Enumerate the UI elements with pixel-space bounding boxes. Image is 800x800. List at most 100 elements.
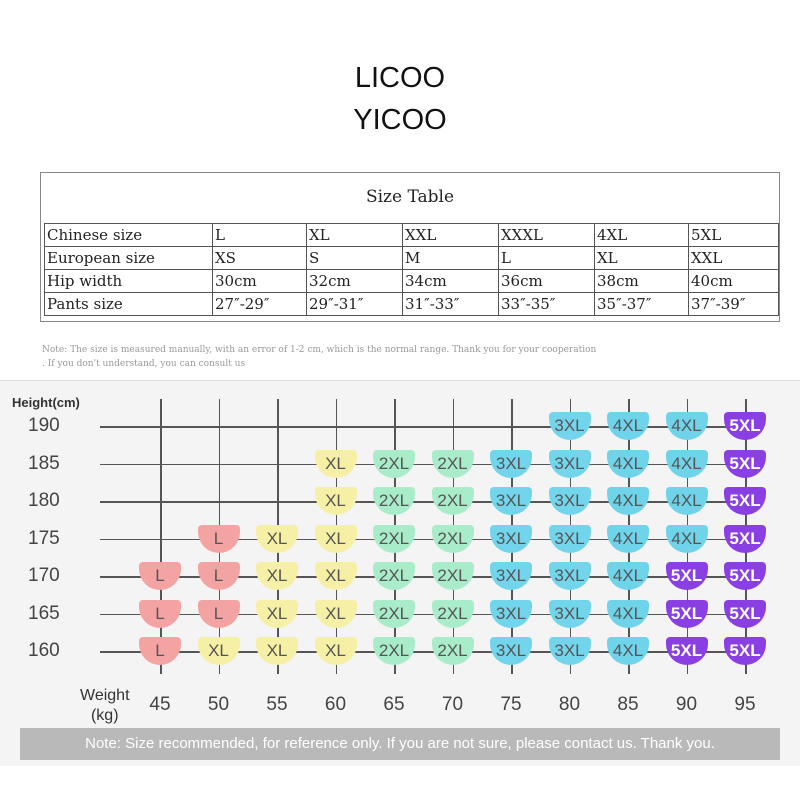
size-badge: XL	[314, 562, 357, 590]
size-badge: 3XL	[548, 487, 591, 515]
height-label: 190	[28, 415, 60, 436]
size-badge: 4XL	[607, 562, 649, 590]
table-cell: XS	[212, 246, 307, 270]
table-cell: 33″-35″	[498, 292, 595, 316]
size-badge: 2XL	[431, 487, 474, 515]
size-badge: 5XL	[724, 599, 766, 628]
table-cell: XXL	[402, 223, 499, 247]
size-badge: 3XL	[490, 637, 532, 665]
size-badge: 4XL	[665, 412, 708, 440]
size-badge: 5XL	[724, 562, 766, 590]
table-cell: Pants size	[44, 292, 213, 316]
size-badge: 5XL	[724, 637, 766, 665]
size-chart: Height(cm) Weight (kg) 190 185 180 175 170 16…	[0, 380, 800, 766]
size-badge: L	[197, 599, 240, 628]
table-cell: M	[402, 246, 499, 270]
size-badge: 2XL	[431, 449, 474, 478]
size-badge: 5XL	[665, 562, 708, 590]
size-badge: 3XL	[548, 524, 591, 553]
size-badge: 5XL	[724, 412, 766, 440]
grid-line	[100, 426, 745, 428]
size-badge: 3XL	[548, 562, 591, 590]
x-axis-label-line: Weight	[80, 687, 130, 704]
size-badge: 2XL	[373, 487, 415, 515]
weight-label: 50	[207, 694, 230, 715]
size-badge: 5XL	[724, 524, 766, 553]
table-cell: 32cm	[306, 269, 403, 293]
size-badge: XL	[314, 599, 357, 628]
size-badge: XL	[314, 487, 357, 515]
weight-label: 45	[149, 694, 171, 715]
size-badge: XL	[314, 449, 357, 478]
note: Note: The size is measured manually, wit…	[42, 345, 597, 355]
size-badge: L	[197, 562, 240, 590]
table-title: Size Table	[365, 187, 455, 207]
size-badge: L	[139, 599, 181, 628]
size-badge: XL	[256, 637, 298, 665]
size-badge: 3XL	[490, 487, 532, 515]
size-badge: 5XL	[665, 599, 708, 628]
x-axis-label: Weight (kg)	[80, 686, 130, 726]
size-badge: XL	[197, 637, 240, 665]
size-badge: 4XL	[607, 524, 649, 553]
size-badge: 3XL	[490, 599, 532, 628]
size-badge: 3XL	[548, 599, 591, 628]
weight-label: 75	[500, 694, 522, 715]
size-badge: 3XL	[548, 412, 591, 440]
table-cell: XL	[594, 246, 689, 270]
table-row: European size XS S M L XL XXL	[44, 246, 779, 270]
size-badge: 4XL	[607, 412, 649, 440]
table-cell: 40cm	[688, 269, 779, 293]
height-label: 170	[28, 565, 60, 586]
grid-line	[100, 576, 745, 578]
size-badge: 3XL	[548, 637, 591, 665]
size-badge: 2XL	[373, 562, 415, 590]
size-badge: XL	[314, 637, 357, 665]
size-badge: 5XL	[724, 449, 766, 478]
size-badge: 3XL	[490, 449, 532, 478]
grid-line	[100, 501, 745, 503]
grid-line	[100, 538, 745, 540]
height-label: 185	[28, 452, 60, 474]
table-cell: XXXL	[498, 223, 595, 247]
weight-label: 60	[324, 694, 347, 715]
size-badge: 2XL	[373, 599, 415, 628]
size-badge: 3XL	[548, 449, 591, 478]
note: . If you don't understand, you can consu…	[42, 359, 246, 369]
table-cell: L	[212, 223, 307, 247]
size-badge: L	[197, 524, 240, 553]
table-row: Hip width 30cm 32cm 34cm 36cm 38cm 40cm	[44, 269, 779, 293]
size-table: Size Table Chinese size L XL XXL XXXL 4XL 5XL E…	[40, 172, 780, 322]
size-badge: 2XL	[431, 562, 474, 590]
weight-label: 65	[383, 694, 405, 715]
table-cell: Hip width	[44, 269, 213, 293]
footer-note: Note: Size recommended, for reference on…	[20, 728, 780, 760]
table-row: Chinese size L XL XXL XXXL 4XL 5XL	[44, 223, 779, 247]
size-badge: L	[139, 562, 181, 590]
table-cell: Chinese size	[44, 223, 213, 247]
size-badge: 4XL	[607, 599, 649, 628]
size-badge: XL	[256, 599, 298, 628]
brand-line: YICOO	[353, 104, 447, 136]
table-cell: XXL	[688, 246, 779, 270]
table-cell: 5XL	[688, 223, 779, 247]
table-cell: European size	[44, 246, 213, 270]
table-cell: 30cm	[212, 269, 307, 293]
size-badge: 2XL	[431, 637, 474, 665]
weight-label: 70	[441, 694, 464, 715]
size-badge: 2XL	[373, 524, 415, 553]
height-label: 160	[28, 640, 60, 661]
size-badge: 2XL	[431, 599, 474, 628]
size-badge: 4XL	[607, 637, 649, 665]
grid-line	[100, 651, 745, 653]
weight-label: 90	[675, 694, 698, 715]
table-cell: 34cm	[402, 269, 499, 293]
height-label: 180	[28, 490, 60, 511]
size-badge: 4XL	[607, 487, 649, 515]
size-badge: 2XL	[431, 524, 474, 553]
weight-label: 95	[734, 694, 756, 715]
size-badge: 5XL	[724, 487, 766, 515]
grid-line	[100, 463, 745, 465]
y-axis-label: Height(cm)	[12, 395, 80, 410]
